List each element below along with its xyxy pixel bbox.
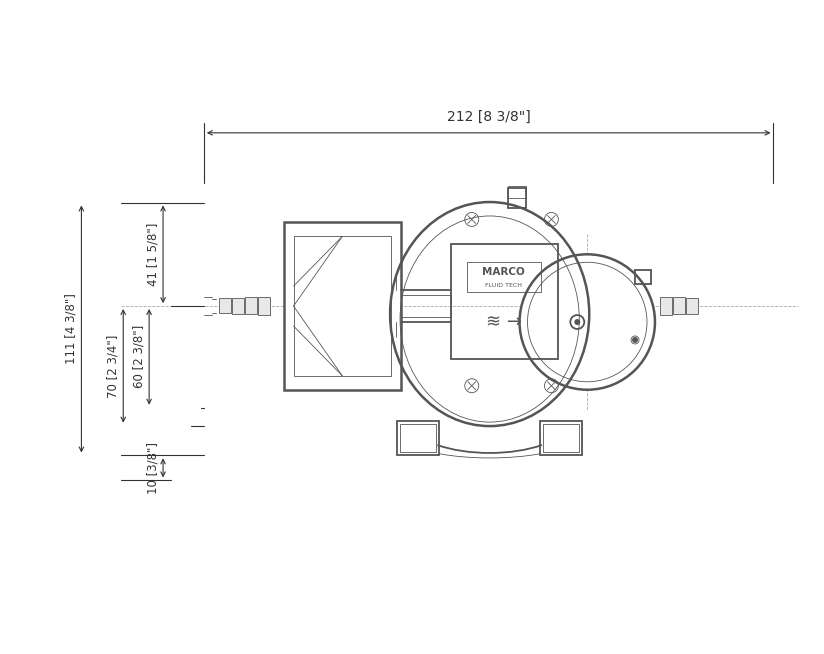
Bar (541, 421, 583, 455)
Text: 111 [4 3/8"]: 111 [4 3/8"] (65, 294, 78, 364)
Bar (232, 298, 244, 314)
Bar (397, 421, 439, 455)
Text: 212 [8 3/8"]: 212 [8 3/8"] (447, 110, 531, 124)
Text: FLUID TECH: FLUID TECH (485, 283, 522, 288)
Bar (245, 297, 256, 314)
Bar (401, 295, 451, 317)
Text: 41 [1 5/8"]: 41 [1 5/8"] (147, 222, 160, 286)
Bar (293, 236, 391, 376)
Bar (508, 186, 526, 198)
Circle shape (520, 254, 655, 390)
Ellipse shape (380, 197, 599, 431)
Circle shape (574, 319, 580, 325)
Bar (686, 298, 698, 314)
Circle shape (632, 337, 638, 343)
Bar (451, 245, 559, 359)
Bar (283, 222, 401, 390)
Text: 10 [3/8"]: 10 [3/8"] (147, 442, 160, 494)
Text: ≋ →: ≋ → (485, 313, 522, 331)
Bar (400, 424, 436, 453)
Text: 70 [2 3/4"]: 70 [2 3/4"] (107, 334, 119, 398)
Bar (635, 270, 651, 284)
Text: MARCO: MARCO (482, 267, 525, 277)
Bar (544, 424, 579, 453)
Text: 60 [2 3/8"]: 60 [2 3/8"] (133, 325, 146, 388)
Bar (660, 297, 672, 315)
Bar (508, 188, 526, 207)
Bar (258, 297, 269, 315)
Bar (283, 222, 401, 390)
Bar (673, 297, 685, 314)
Bar (466, 262, 541, 292)
Bar (219, 298, 231, 313)
